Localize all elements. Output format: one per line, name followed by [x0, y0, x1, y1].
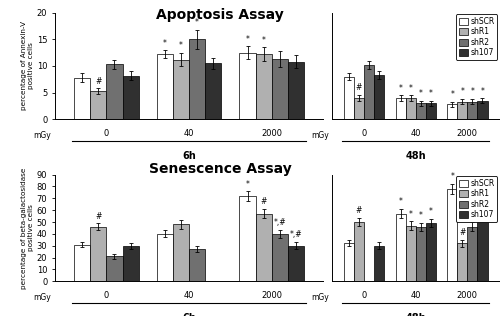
Bar [458, 243, 468, 281]
Text: *: * [246, 34, 250, 44]
Bar [122, 76, 138, 119]
Bar [189, 39, 205, 119]
Text: *: * [195, 18, 199, 27]
Bar [173, 59, 189, 119]
Bar [74, 78, 90, 119]
Bar [74, 245, 90, 281]
Text: mGy: mGy [33, 293, 51, 302]
Text: mGy: mGy [33, 131, 51, 140]
Bar [272, 234, 288, 281]
Bar [256, 214, 272, 281]
Text: *: * [262, 36, 266, 45]
Bar [272, 59, 288, 119]
Bar [406, 98, 415, 119]
Bar [354, 98, 364, 119]
Text: *,#: *,# [290, 230, 302, 240]
Bar [364, 65, 374, 119]
Bar [122, 246, 138, 281]
Bar [256, 54, 272, 119]
Text: *: * [450, 90, 454, 99]
Bar [447, 104, 458, 119]
Bar [90, 227, 106, 281]
Text: mGy: mGy [312, 293, 330, 302]
Text: *,#: *,# [274, 218, 286, 227]
Bar [354, 222, 364, 281]
Text: #: # [95, 211, 102, 221]
Text: *: * [429, 89, 433, 98]
Bar [416, 103, 426, 119]
Bar [416, 227, 426, 281]
Bar [426, 223, 436, 281]
Bar [344, 76, 354, 119]
Text: *: * [408, 83, 412, 93]
Bar [426, 103, 436, 119]
Bar [374, 246, 384, 281]
Text: *: * [429, 207, 433, 216]
Text: *: * [480, 183, 484, 191]
Text: *: * [179, 41, 183, 51]
Text: *: * [419, 89, 422, 98]
Bar [106, 64, 122, 119]
Bar [157, 234, 173, 281]
Text: #: # [356, 83, 362, 92]
Bar [458, 102, 468, 119]
Bar [106, 256, 122, 281]
Bar [288, 246, 304, 281]
Text: 6h: 6h [182, 151, 196, 161]
Text: 48h: 48h [406, 151, 426, 161]
Bar [240, 196, 256, 281]
Bar [468, 227, 477, 281]
Bar [468, 102, 477, 119]
Bar [396, 214, 406, 281]
Y-axis label: percentage of Annexin-V
positive cells: percentage of Annexin-V positive cells [21, 21, 34, 111]
Legend: shSCR, shR1, shR2, sh107: shSCR, shR1, shR2, sh107 [456, 176, 498, 222]
Text: *: * [163, 39, 167, 48]
Bar [90, 91, 106, 119]
Text: *: * [408, 210, 412, 219]
Bar [374, 75, 384, 119]
Bar [396, 98, 406, 119]
Text: *: * [470, 210, 474, 219]
Text: 48h: 48h [406, 313, 426, 316]
Text: #: # [260, 197, 267, 206]
Bar [288, 62, 304, 119]
Bar [406, 226, 415, 281]
Text: mGy: mGy [312, 131, 330, 140]
Bar [447, 189, 458, 281]
Text: Apoptosis Assay: Apoptosis Assay [156, 8, 284, 22]
Legend: shSCR, shR1, shR2, sh107: shSCR, shR1, shR2, sh107 [456, 14, 498, 60]
Bar [240, 52, 256, 119]
Text: #: # [356, 206, 362, 215]
Text: *: * [470, 87, 474, 96]
Bar [344, 243, 354, 281]
Text: #: # [459, 228, 466, 237]
Bar [173, 224, 189, 281]
Text: 6h: 6h [182, 313, 196, 316]
Text: #: # [95, 77, 102, 86]
Bar [157, 54, 173, 119]
Bar [189, 249, 205, 281]
Text: *: * [450, 172, 454, 181]
Text: *: * [480, 87, 484, 96]
Text: *: * [398, 197, 402, 206]
Text: *: * [246, 179, 250, 189]
Bar [478, 100, 488, 119]
Text: *: * [460, 87, 464, 96]
Text: *: * [398, 83, 402, 93]
Bar [478, 199, 488, 281]
Text: Senescence Assay: Senescence Assay [148, 162, 292, 176]
Bar [205, 63, 222, 119]
Text: *: * [419, 211, 422, 220]
Y-axis label: percentage of beta-galactosidase
positive cells: percentage of beta-galactosidase positiv… [21, 167, 34, 289]
